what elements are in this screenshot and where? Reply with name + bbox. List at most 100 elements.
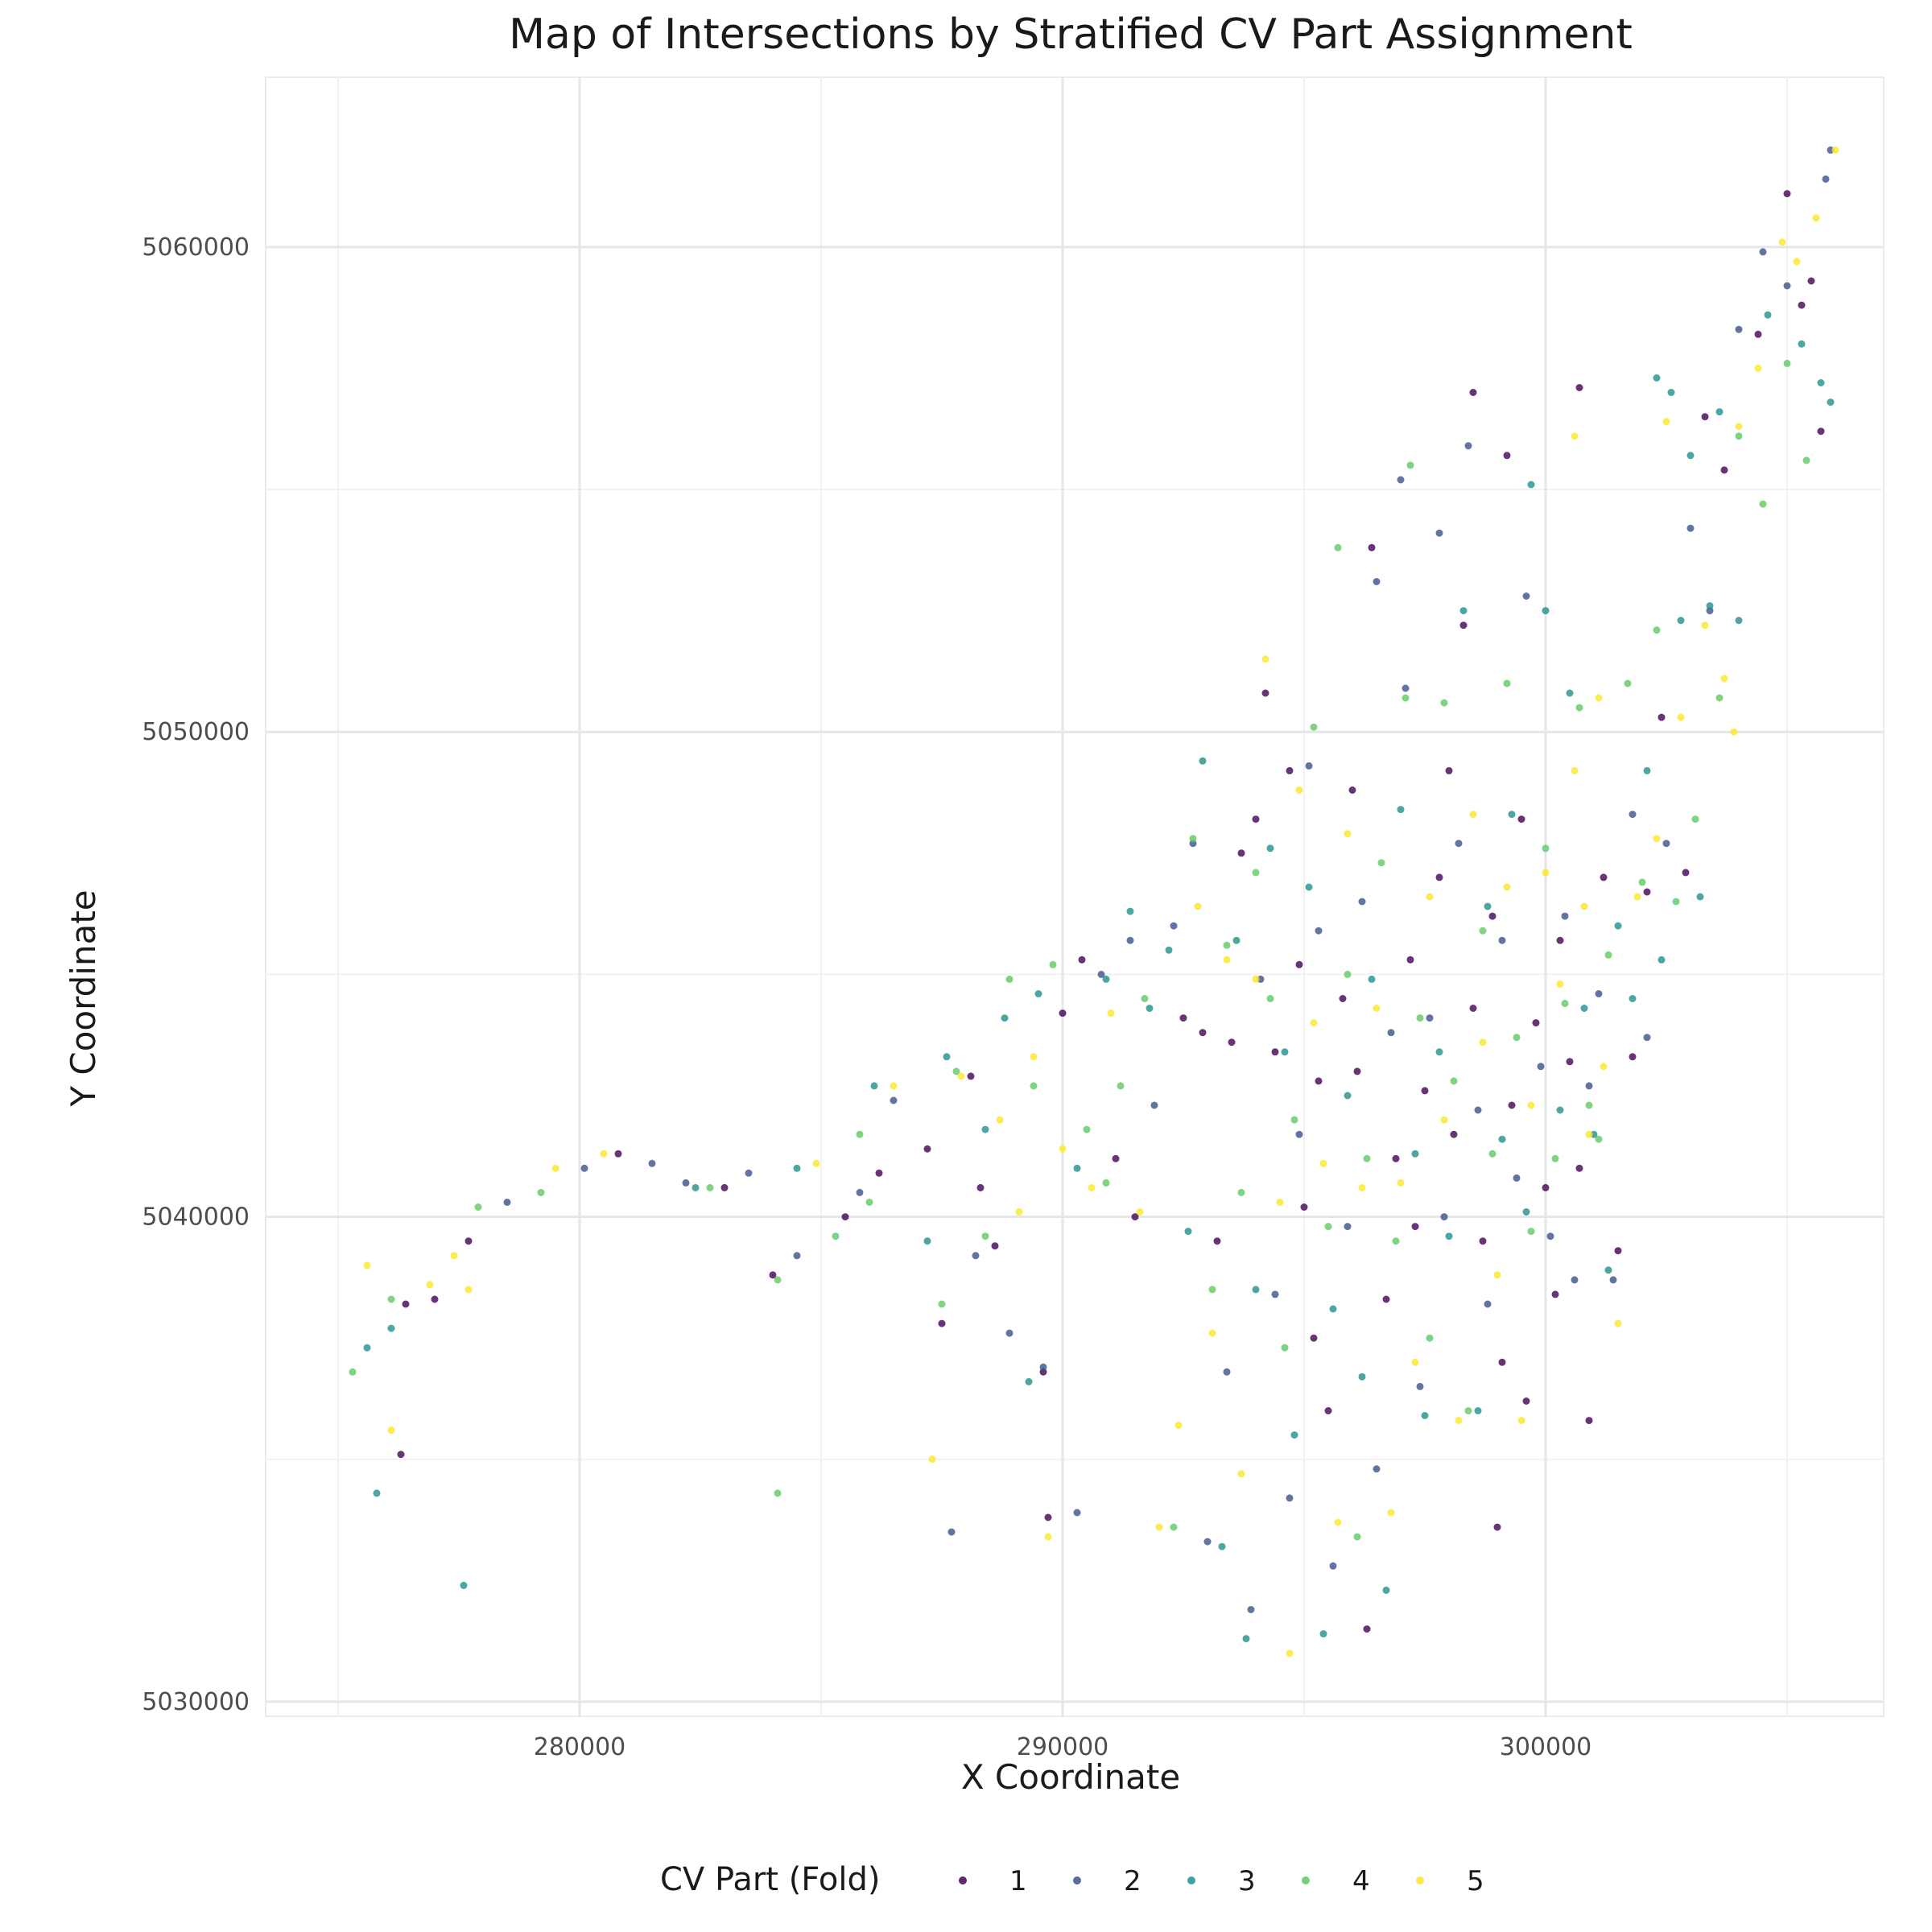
point-fold-3: [1421, 1412, 1429, 1419]
point-fold-1: [1363, 1625, 1371, 1633]
point-fold-1: [1643, 888, 1651, 896]
point-fold-4: [387, 1295, 395, 1303]
point-fold-3: [923, 1237, 931, 1245]
point-fold-5: [1015, 1208, 1023, 1216]
point-fold-4: [1638, 878, 1646, 886]
point-fold-5: [1252, 975, 1260, 983]
point-fold-2: [1783, 282, 1791, 290]
point-fold-2: [745, 1169, 753, 1177]
point-fold-3: [1566, 689, 1574, 697]
point-fold-3: [1073, 1164, 1081, 1172]
point-fold-4: [1585, 1101, 1593, 1109]
point-fold-5: [1701, 621, 1709, 630]
point-fold-4: [706, 1183, 714, 1191]
point-fold-5: [1286, 1649, 1294, 1657]
point-fold-2: [1426, 1014, 1434, 1022]
point-fold-2: [1571, 1276, 1579, 1284]
point-fold-1: [1078, 956, 1086, 964]
point-fold-2: [1247, 1606, 1255, 1613]
point-fold-1: [1508, 1101, 1516, 1109]
point-fold-2: [1223, 1368, 1231, 1376]
legend-key-2: [1073, 1876, 1081, 1885]
point-fold-5: [600, 1150, 608, 1158]
point-fold-4: [1344, 970, 1352, 978]
point-fold-2: [1609, 1276, 1617, 1284]
point-fold-4: [1479, 927, 1487, 935]
point-fold-4: [774, 1489, 782, 1497]
legend: CV Part (Fold) 1 2 3 4 5: [660, 1861, 1484, 1898]
point-fold-1: [1315, 1077, 1323, 1085]
legend-label-5: 5: [1467, 1865, 1484, 1897]
point-fold-3: [1629, 995, 1637, 1002]
point-fold-3: [793, 1164, 801, 1172]
point-fold-2: [972, 1252, 980, 1260]
point-fold-5: [1600, 1063, 1608, 1071]
point-fold-2: [1643, 1034, 1651, 1042]
point-fold-3: [1677, 617, 1685, 625]
point-fold-2: [1073, 1509, 1081, 1517]
point-fold-5: [1455, 1417, 1463, 1425]
point-fold-1: [464, 1237, 473, 1245]
point-fold-4: [1363, 1154, 1371, 1162]
point-fold-5: [1585, 1130, 1593, 1138]
point-fold-5: [1334, 1518, 1342, 1526]
point-fold-5: [1793, 258, 1801, 266]
point-fold-2: [1822, 175, 1830, 183]
point-fold-2: [1329, 1562, 1337, 1570]
point-fold-3: [1498, 1135, 1506, 1143]
point-fold-3: [1329, 1305, 1337, 1313]
point-fold-2: [793, 1252, 801, 1260]
point-fold-4: [1377, 859, 1385, 867]
point-fold-2: [1759, 248, 1767, 256]
point-fold-2: [1416, 1382, 1424, 1390]
point-fold-2: [1522, 592, 1530, 600]
point-fold-5: [996, 1116, 1004, 1124]
point-fold-1: [1614, 1247, 1622, 1255]
point-fold-2: [947, 1528, 956, 1536]
point-fold-3: [981, 1125, 989, 1133]
point-fold-5: [812, 1159, 820, 1167]
point-fold-2: [1735, 325, 1743, 333]
point-fold-4: [1595, 1135, 1603, 1143]
point-fold-3: [387, 1324, 395, 1332]
point-fold-3: [1764, 311, 1772, 319]
point-fold-1: [938, 1319, 946, 1327]
point-fold-5: [1595, 694, 1603, 702]
point-fold-5: [1503, 883, 1511, 891]
point-fold-5: [1778, 238, 1786, 246]
point-fold-4: [1252, 869, 1260, 877]
point-fold-2: [1513, 1174, 1521, 1182]
point-fold-2: [1498, 936, 1506, 944]
y-tick-label: 5040000: [142, 1203, 250, 1232]
point-fold-3: [1025, 1377, 1033, 1385]
point-fold-1: [1450, 1130, 1458, 1138]
point-fold-1: [923, 1145, 931, 1153]
point-fold-2: [1537, 1063, 1545, 1071]
point-fold-1: [1295, 960, 1303, 968]
point-fold-3: [1281, 1048, 1289, 1056]
point-fold-5: [1208, 1329, 1216, 1337]
point-fold-2: [1097, 970, 1105, 978]
point-fold-3: [1445, 1232, 1453, 1241]
point-fold-3: [1199, 757, 1207, 765]
point-fold-3: [1397, 806, 1405, 814]
point-fold-4: [1672, 898, 1680, 906]
point-fold-3: [1508, 811, 1516, 819]
point-fold-1: [1701, 413, 1709, 421]
point-fold-3: [1368, 975, 1376, 983]
point-fold-1: [1469, 389, 1477, 396]
point-fold-5: [1517, 1417, 1525, 1425]
point-fold-4: [1406, 461, 1414, 469]
point-fold-1: [1059, 1009, 1067, 1018]
point-fold-2: [1686, 524, 1695, 532]
point-fold-4: [1266, 995, 1274, 1002]
point-fold-1: [1479, 1237, 1487, 1245]
point-fold-5: [450, 1252, 458, 1260]
point-fold-1: [1493, 1523, 1501, 1531]
point-fold-1: [841, 1213, 849, 1221]
point-fold-5: [1730, 728, 1738, 736]
point-fold-2: [1455, 840, 1463, 848]
point-fold-2: [1315, 927, 1323, 935]
point-fold-5: [1397, 1179, 1405, 1187]
